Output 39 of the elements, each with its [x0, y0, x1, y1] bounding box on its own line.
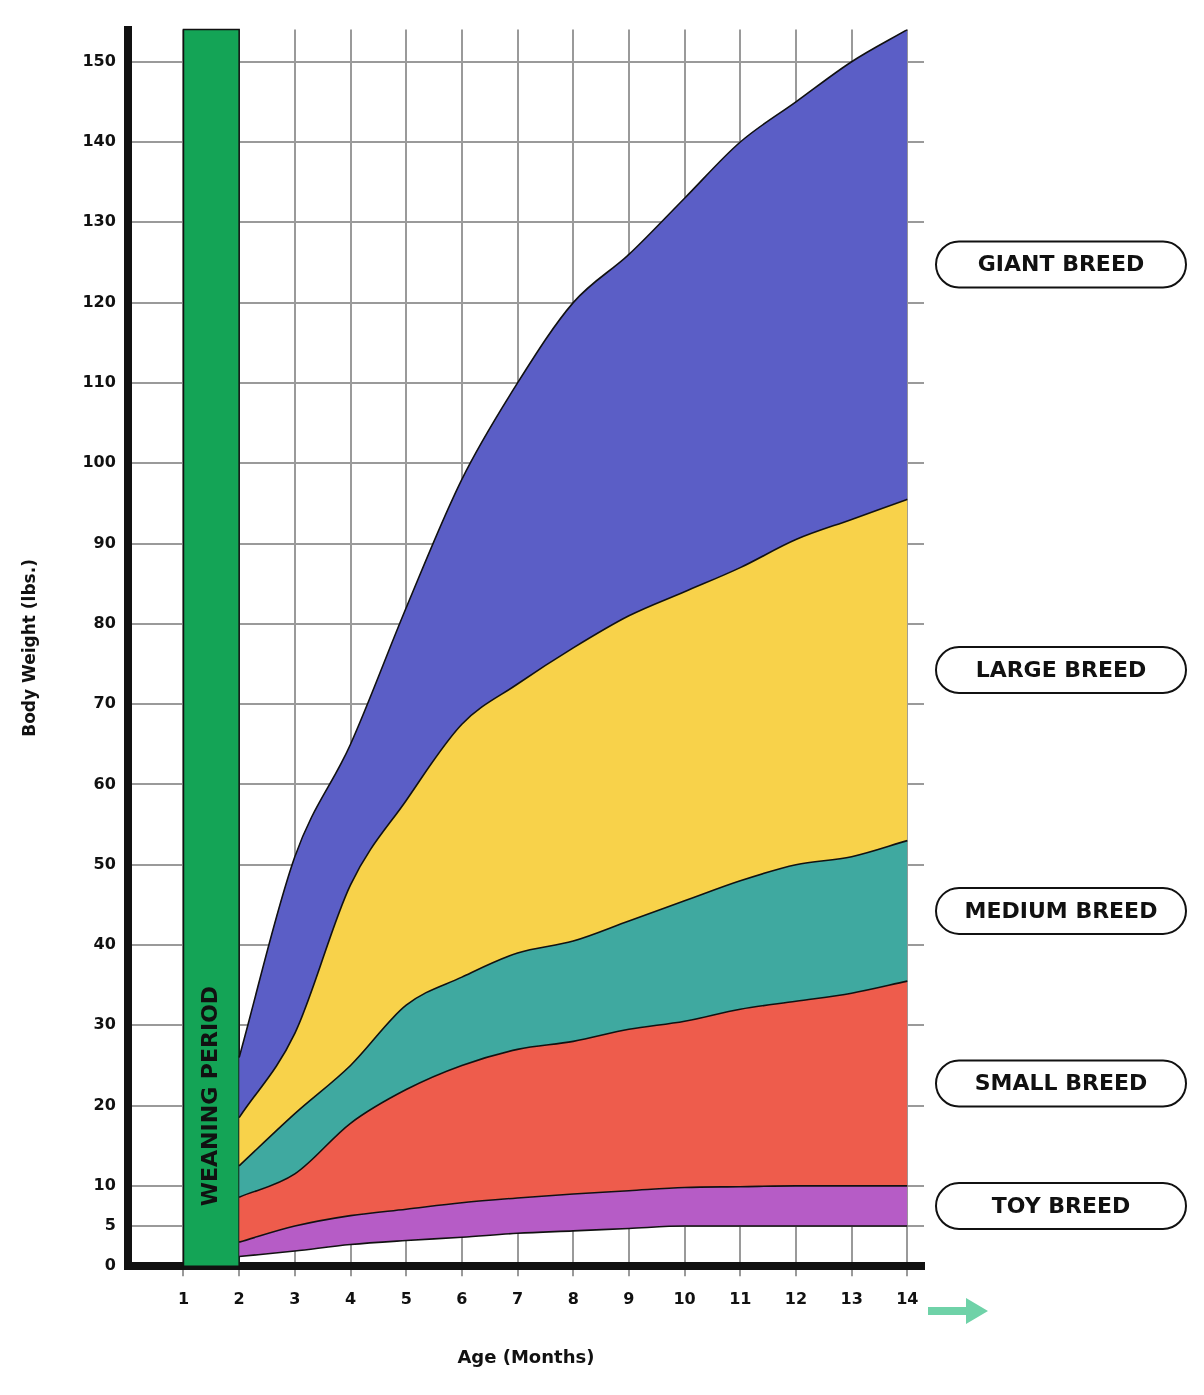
y-axis-title: Body Weight (lbs.)	[18, 559, 39, 737]
x-tick-label: 14	[896, 1288, 919, 1308]
x-tick-label: 4	[344, 1288, 357, 1308]
x-tick-label: 11	[729, 1288, 752, 1308]
text: MEDIUM BREED	[964, 897, 1158, 923]
y-tick-label: 50	[93, 853, 116, 873]
y-tick-label: 130	[82, 211, 116, 231]
y-tick-label: 120	[82, 291, 116, 311]
x-tick-label: 6	[456, 1288, 468, 1308]
text: SMALL BREED	[974, 1070, 1148, 1096]
y-tick-label: 110	[82, 372, 116, 392]
x-tick-label: 5	[400, 1288, 412, 1308]
y-tick-label: 20	[93, 1094, 116, 1114]
y-tick-label: 60	[93, 773, 116, 793]
y-tick-label: 80	[93, 612, 116, 632]
y-tick-label: 0	[104, 1255, 116, 1275]
text: GIANT BREED	[977, 251, 1145, 277]
x-tick-label: 7	[511, 1288, 524, 1308]
text: TOY BREED	[991, 1192, 1131, 1218]
x-tick-label: 1	[177, 1288, 190, 1308]
band-label: WEANING PERIOD	[197, 985, 223, 1207]
y-tick-label: 100	[82, 452, 116, 472]
y-tick-label: 70	[93, 693, 116, 713]
y-tick-label: 10	[93, 1175, 116, 1195]
text: LARGE BREED	[975, 656, 1147, 682]
y-tick-label: 90	[93, 532, 116, 552]
x-tick-label: 12	[784, 1288, 808, 1308]
x-tick-label: 13	[840, 1288, 863, 1308]
x-axis-title: Age (Months)	[457, 1345, 595, 1367]
x-tick-label: 10	[673, 1288, 696, 1308]
y-tick-label: 140	[82, 131, 116, 151]
y-tick-label: 150	[82, 50, 116, 70]
y-tick-label: 30	[93, 1014, 116, 1034]
x-tick-label: 3	[289, 1288, 301, 1308]
x-tick-label: 9	[623, 1288, 635, 1308]
x-tick-label: 2	[233, 1288, 245, 1308]
x-tick-label: 8	[567, 1288, 579, 1308]
y-tick-label: 5	[104, 1215, 116, 1235]
y-tick-label: 40	[93, 934, 116, 954]
